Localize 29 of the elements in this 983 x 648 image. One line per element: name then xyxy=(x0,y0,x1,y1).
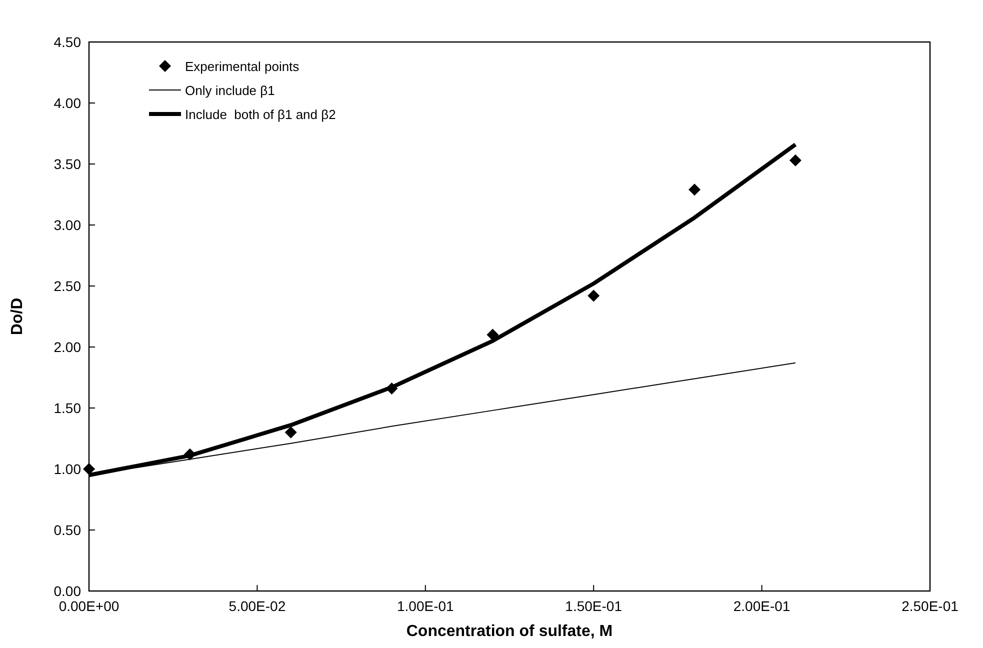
y-tick-label: 4.50 xyxy=(54,34,82,50)
y-axis-title: Do/D xyxy=(9,298,26,336)
x-tick-label: 2.00E-01 xyxy=(733,598,790,614)
x-tick-label: 1.50E-01 xyxy=(565,598,622,614)
x-tick-label: 2.50E-01 xyxy=(902,598,959,614)
y-tick-label: 1.00 xyxy=(54,461,82,477)
y-tick-label: 2.00 xyxy=(54,339,82,355)
legend-label: Include both of β1 and β2 xyxy=(185,107,336,122)
point xyxy=(486,328,499,341)
y-tick-label: 4.00 xyxy=(54,95,82,111)
y-tick-label: 0.00 xyxy=(54,583,82,599)
y-tick-label: 3.50 xyxy=(54,156,82,172)
point xyxy=(184,448,196,460)
point xyxy=(688,184,701,196)
point xyxy=(284,426,297,438)
x-tick-label: 0.00E+00 xyxy=(58,598,120,614)
y-tick-label: 2.50 xyxy=(54,278,82,294)
x-tick-label: 1.00E-01 xyxy=(396,598,454,614)
y-tick-label: 3.00 xyxy=(54,217,82,233)
y-tick-label: 0.50 xyxy=(54,522,82,538)
point xyxy=(83,463,95,475)
x-tick-label: 5.00E-02 xyxy=(228,598,286,614)
legend-label: Only include β1 xyxy=(185,83,275,98)
y-tick-label: 1.50 xyxy=(54,400,82,416)
point xyxy=(386,382,398,394)
legend-label: Experimental points xyxy=(185,59,300,74)
x-axis-title: Concentration of sulfate, M xyxy=(406,623,613,640)
point xyxy=(789,154,802,166)
point xyxy=(588,290,600,302)
